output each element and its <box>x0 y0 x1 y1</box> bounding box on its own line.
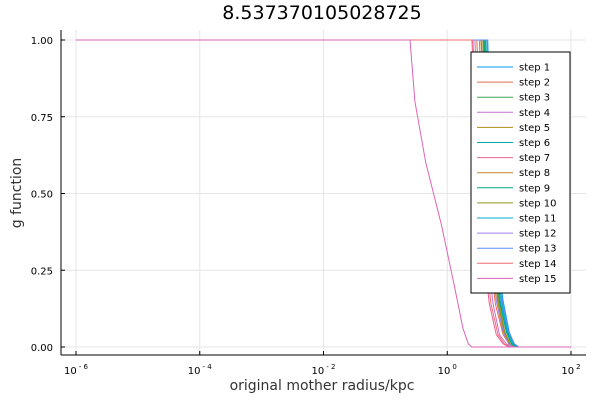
y-tick-label: 0.00 <box>31 343 53 354</box>
x-tick-labels: 10- 6 10- 4 10- 2 10 0 10 2 <box>64 363 581 377</box>
legend-label: step 4 <box>519 108 550 119</box>
x-tick-base: 10 <box>438 366 451 377</box>
y-tick-label: 0.25 <box>31 266 53 277</box>
chart-title: 8.537370105028725 <box>222 2 421 24</box>
x-tick-exponent: 2 <box>576 363 580 371</box>
x-tick-exponent: 0 <box>452 363 456 371</box>
legend-label: step 8 <box>519 168 550 179</box>
x-tick-exponent: - 4 <box>203 363 213 371</box>
legend-label: step 13 <box>519 244 557 255</box>
x-tick-label: 10- 6 <box>64 363 88 377</box>
x-tick-label: 10 2 <box>561 363 580 377</box>
x-tick-base: 10 <box>188 366 201 377</box>
legend-label: step 14 <box>519 259 557 270</box>
legend-label: step 3 <box>519 93 550 104</box>
legend: step 1 step 2 step 3 step 4 step 5 step 6 step… <box>470 51 571 294</box>
legend-label: step 1 <box>519 63 550 74</box>
legend-label: step 2 <box>519 78 550 89</box>
x-tick-label: 10- 4 <box>188 363 212 377</box>
x-tick-base: 10 <box>561 366 574 377</box>
legend-label: step 6 <box>519 138 550 149</box>
x-tick-exponent: - 6 <box>79 363 89 371</box>
x-axis-label: original mother radius/kpc <box>230 378 415 394</box>
legend-label: step 7 <box>519 153 550 164</box>
x-tick-exponent: - 2 <box>326 363 335 371</box>
legend-label: step 12 <box>519 229 557 240</box>
y-tick-labels: 0.00 0.25 0.50 0.75 1.00 <box>31 36 53 354</box>
legend-label: step 15 <box>519 274 557 285</box>
x-tick-base: 10 <box>64 366 77 377</box>
x-tick-label: 10- 2 <box>312 363 336 377</box>
y-tick-label: 1.00 <box>31 36 53 47</box>
series-line-step-15 <box>76 39 571 348</box>
legend-label: step 5 <box>519 123 550 134</box>
y-tick-label: 0.50 <box>31 190 53 201</box>
y-tick-label: 0.75 <box>31 113 53 124</box>
x-tick-base: 10 <box>312 366 325 377</box>
legend-label: step 11 <box>519 214 557 225</box>
x-tick-label: 10 0 <box>438 363 457 377</box>
axes <box>60 30 586 356</box>
legend-label: step 9 <box>519 183 550 194</box>
legend-label: step 10 <box>519 198 557 209</box>
y-axis-label: g function <box>9 158 25 229</box>
